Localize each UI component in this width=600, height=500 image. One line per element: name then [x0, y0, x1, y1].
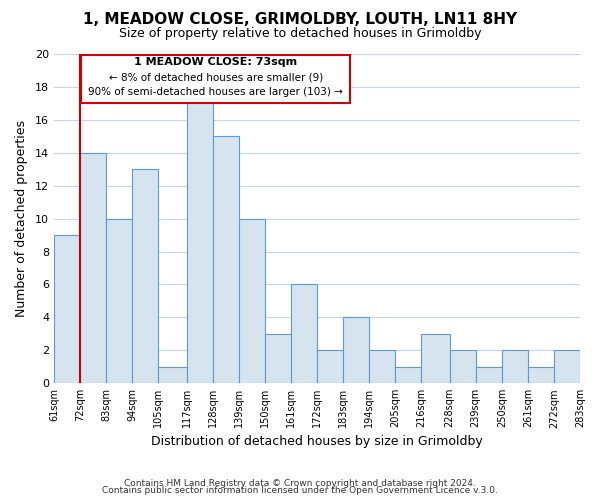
Text: Contains HM Land Registry data © Crown copyright and database right 2024.: Contains HM Land Registry data © Crown c…	[124, 478, 476, 488]
Bar	[554, 350, 580, 383]
Bar	[158, 366, 187, 383]
Bar	[476, 366, 502, 383]
X-axis label: Distribution of detached houses by size in Grimoldby: Distribution of detached houses by size …	[151, 434, 483, 448]
Y-axis label: Number of detached properties: Number of detached properties	[15, 120, 28, 317]
Text: 1, MEADOW CLOSE, GRIMOLDBY, LOUTH, LN11 8HY: 1, MEADOW CLOSE, GRIMOLDBY, LOUTH, LN11 …	[83, 12, 517, 28]
Bar	[212, 136, 239, 383]
Bar	[132, 169, 158, 383]
Bar	[395, 366, 421, 383]
Bar	[528, 366, 554, 383]
Text: Size of property relative to detached houses in Grimoldby: Size of property relative to detached ho…	[119, 28, 481, 40]
Bar	[106, 218, 132, 383]
Bar	[187, 104, 212, 383]
Bar	[291, 284, 317, 383]
Bar	[54, 235, 80, 383]
Text: 90% of semi-detached houses are larger (103) →: 90% of semi-detached houses are larger (…	[88, 87, 343, 97]
Bar	[343, 318, 369, 383]
Bar	[369, 350, 395, 383]
Bar	[502, 350, 528, 383]
Text: ← 8% of detached houses are smaller (9): ← 8% of detached houses are smaller (9)	[109, 72, 323, 82]
Bar	[449, 350, 476, 383]
Text: 1 MEADOW CLOSE: 73sqm: 1 MEADOW CLOSE: 73sqm	[134, 58, 297, 68]
Bar	[317, 350, 343, 383]
Bar	[80, 153, 106, 383]
Bar	[421, 334, 449, 383]
Bar	[239, 218, 265, 383]
Bar	[265, 334, 291, 383]
Bar	[81, 55, 350, 102]
Text: Contains public sector information licensed under the Open Government Licence v.: Contains public sector information licen…	[102, 486, 498, 495]
